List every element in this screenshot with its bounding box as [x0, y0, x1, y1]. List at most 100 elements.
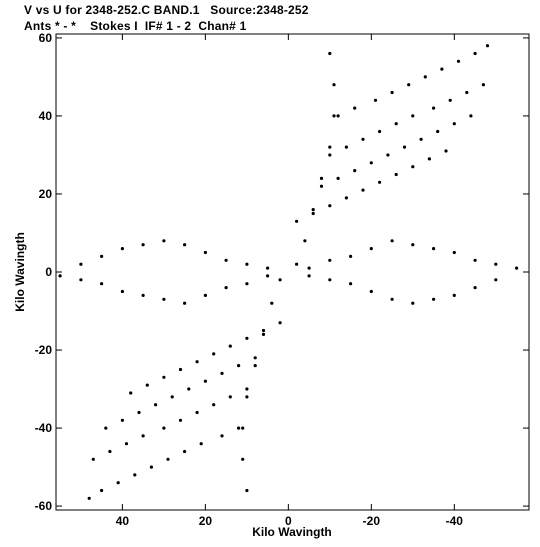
data-point	[141, 243, 145, 247]
data-point	[178, 367, 183, 372]
y-tick-label: -20	[35, 343, 53, 357]
data-point	[386, 153, 390, 157]
data-point	[336, 176, 340, 180]
data-point	[141, 293, 145, 297]
data-point	[237, 364, 241, 368]
data-point	[390, 239, 394, 243]
data-point	[361, 188, 365, 192]
y-axis-label: Kilo Wavingth	[13, 232, 27, 312]
data-point	[245, 387, 249, 391]
axis-ticks	[56, 34, 529, 510]
data-point	[220, 371, 224, 375]
data-point	[452, 250, 456, 255]
data-point	[444, 149, 448, 153]
data-point	[266, 274, 270, 278]
data-point	[79, 262, 83, 266]
data-points	[58, 44, 519, 500]
data-point	[411, 243, 415, 247]
data-point	[303, 239, 307, 243]
data-point	[319, 176, 324, 180]
data-point	[199, 442, 203, 446]
data-point	[187, 387, 191, 391]
data-point	[149, 465, 153, 469]
data-point	[328, 51, 332, 56]
data-point	[432, 297, 436, 301]
data-point	[228, 395, 232, 399]
data-point	[162, 426, 166, 430]
data-point	[328, 278, 332, 282]
data-point	[448, 98, 452, 102]
data-point	[241, 426, 245, 430]
data-point	[245, 336, 249, 340]
x-tick-label: 20	[199, 514, 213, 528]
axis-tick-labels: 40 20 0 -20 -40 60 40 20 0 -20 -40 -60	[35, 31, 464, 528]
data-point	[319, 184, 324, 188]
data-point	[494, 262, 498, 266]
y-tick-label: 40	[39, 109, 53, 123]
data-point	[394, 122, 398, 126]
data-point	[228, 344, 232, 348]
data-point	[456, 59, 461, 63]
data-point	[390, 297, 394, 301]
data-point	[104, 426, 108, 430]
data-point	[141, 434, 145, 438]
data-point	[162, 375, 166, 379]
y-tick-label: -60	[35, 499, 53, 513]
data-point	[100, 282, 104, 286]
y-tick-label: 60	[39, 31, 53, 45]
data-point	[407, 83, 411, 87]
data-point	[336, 114, 340, 118]
data-point	[307, 266, 311, 270]
data-point	[423, 75, 427, 79]
data-point	[278, 321, 282, 325]
data-point	[91, 457, 95, 461]
data-point	[261, 332, 266, 336]
data-point	[328, 153, 332, 157]
data-point	[328, 258, 332, 262]
data-point	[311, 208, 315, 212]
data-point	[195, 410, 199, 415]
y-tick-label: 0	[45, 265, 52, 279]
data-point	[452, 122, 456, 126]
data-point	[411, 301, 415, 305]
data-point	[473, 258, 477, 262]
data-point	[373, 98, 378, 102]
data-point	[203, 293, 207, 297]
data-point	[203, 379, 207, 383]
data-point	[162, 297, 166, 301]
data-point	[245, 488, 249, 493]
data-point	[137, 410, 141, 415]
data-point	[241, 457, 245, 461]
data-point	[332, 114, 336, 118]
data-point	[100, 254, 104, 258]
data-point	[195, 360, 199, 364]
data-point	[473, 286, 477, 290]
data-point	[224, 286, 228, 290]
data-point	[361, 137, 365, 141]
data-point	[220, 434, 224, 438]
data-point	[427, 157, 431, 161]
data-point	[133, 473, 137, 477]
data-point	[328, 204, 332, 208]
data-point	[515, 266, 519, 270]
data-point	[120, 247, 124, 251]
data-point	[183, 449, 187, 454]
data-point	[369, 161, 373, 165]
data-point	[212, 352, 216, 356]
data-point	[494, 278, 498, 282]
data-point	[145, 383, 149, 387]
data-point	[485, 44, 490, 48]
x-tick-label: -20	[363, 514, 381, 528]
data-point	[108, 449, 112, 454]
data-point	[473, 51, 477, 56]
data-point	[328, 145, 332, 149]
x-axis-label: Kilo Wavingth	[252, 525, 332, 539]
data-point	[124, 442, 129, 446]
data-point	[261, 328, 266, 333]
data-point	[369, 247, 373, 251]
data-point	[378, 180, 382, 184]
x-tick-label: 0	[285, 514, 292, 528]
data-point	[307, 274, 311, 278]
data-point	[245, 395, 249, 399]
